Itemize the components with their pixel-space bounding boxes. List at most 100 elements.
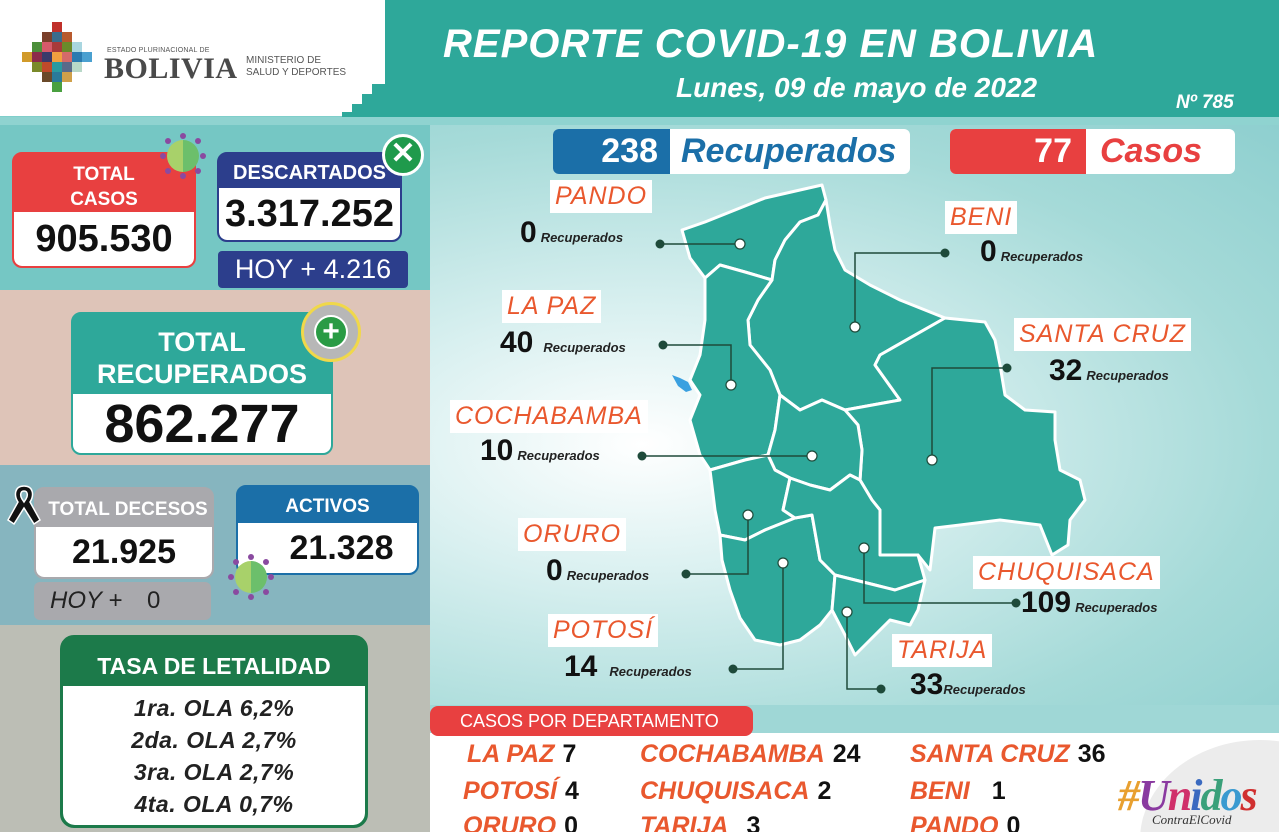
report-date: Lunes, 09 de mayo de 2022 bbox=[676, 72, 1038, 103]
dept-unit: Recuperados bbox=[609, 664, 692, 679]
dept-oruro: ORURO 0 Recuperados bbox=[518, 518, 649, 587]
cases-item-value: 1 bbox=[991, 777, 1006, 805]
campaign-logo: #Unidos bbox=[1118, 771, 1258, 820]
dept-unit: Recuperados bbox=[943, 682, 1026, 697]
map-tarija bbox=[830, 573, 927, 657]
dept-unit: Recuperados bbox=[517, 448, 600, 463]
dept-unit: Recuperados bbox=[543, 340, 626, 355]
dept-potosi: POTOSÍ 14 Recuperados bbox=[548, 614, 692, 683]
dept-unit: Recuperados bbox=[566, 568, 650, 583]
decesos-today: HOY + 0 bbox=[34, 582, 211, 620]
plus-icon: + bbox=[301, 302, 361, 362]
cases-item-value: 7 bbox=[562, 740, 577, 768]
cases-item-name: SANTA CRUZ bbox=[910, 740, 1070, 768]
total-casos-label-line2: CASOS bbox=[70, 189, 138, 210]
dept-unit: Recuperados bbox=[1000, 249, 1084, 264]
virus-icon bbox=[228, 554, 274, 600]
cases-item-value: 4 bbox=[565, 777, 579, 805]
total-decesos-card: TOTAL DECESOS 21.925 bbox=[34, 487, 214, 579]
dept-name: LA PAZ bbox=[502, 290, 602, 323]
cases-item: BENI 1 bbox=[910, 777, 1006, 806]
activos-value: 21.328 bbox=[238, 523, 417, 573]
dept-unit: Recuperados bbox=[1086, 368, 1169, 383]
cases-by-department-title: CASOS POR DEPARTAMENTO bbox=[430, 706, 753, 736]
letalidad-title: TASA DE LETALIDAD bbox=[97, 653, 331, 679]
cases-item: CHUQUISACA 2 bbox=[640, 777, 831, 806]
descartados-label: DESCARTADOS bbox=[233, 162, 386, 184]
daily-cases-box: 77 Casos bbox=[950, 129, 1235, 174]
total-casos-value: 905.530 bbox=[14, 212, 194, 266]
dept-name: ORURO bbox=[518, 518, 627, 551]
cases-item-name: COCHABAMBA bbox=[640, 740, 825, 768]
report-title: REPORTE COVID-19 EN BOLIVIA bbox=[443, 22, 1099, 66]
daily-recovered-value: 238 bbox=[553, 129, 670, 174]
lake-titicaca-icon bbox=[672, 375, 692, 392]
ministry-logo: ESTADO PLURINACIONAL DE BOLIVIA MINISTER… bbox=[0, 0, 385, 120]
campaign-hash: # bbox=[1118, 771, 1140, 820]
header-divider bbox=[0, 117, 1279, 125]
cases-item-name: ORURO bbox=[463, 812, 557, 832]
dept-value: 40 bbox=[500, 326, 534, 359]
dept-value: 33 bbox=[910, 668, 944, 701]
letalidad-row: 2da. OLA 2,7% bbox=[131, 727, 297, 753]
cases-item-name: TARIJA bbox=[640, 812, 729, 832]
descartados-value: 3.317.252 bbox=[219, 188, 400, 240]
ministry-line1: MINISTERIO DE bbox=[246, 55, 322, 66]
cases-item: POTOSÍ 4 bbox=[463, 777, 579, 806]
campaign-subtitle: ContraElCovid bbox=[1152, 812, 1232, 827]
daily-recovered-label: Recuperados bbox=[681, 132, 897, 170]
dept-la-paz: LA PAZ 40 Recuperados bbox=[500, 290, 626, 359]
dept-beni: BENI 0 Recuperados bbox=[945, 201, 1083, 268]
dept-santa-cruz: SANTA CRUZ 32 Recuperados bbox=[1014, 318, 1191, 387]
cases-item-name: CHUQUISACA bbox=[640, 777, 810, 805]
daily-cases-label: Casos bbox=[1100, 132, 1203, 170]
total-casos-label: TOTAL CASOS bbox=[14, 154, 194, 212]
total-recuperados-label-line2: RECUPERADOS bbox=[96, 359, 308, 389]
dept-value: 109 bbox=[1021, 586, 1072, 619]
total-casos-card: TOTAL CASOS 905.530 bbox=[12, 152, 196, 268]
total-decesos-label: TOTAL DECESOS bbox=[48, 499, 208, 520]
ministry-line2: SALUD Y DEPORTES bbox=[246, 67, 347, 78]
dept-value: 14 bbox=[564, 650, 598, 683]
header: ESTADO PLURINACIONAL DE BOLIVIA MINISTER… bbox=[0, 0, 1279, 122]
cases-item-name: PANDO bbox=[910, 812, 999, 832]
total-recuperados-card: TOTAL RECUPERADOS 862.277 bbox=[71, 312, 333, 455]
total-recuperados-value: 862.277 bbox=[73, 394, 331, 453]
cases-item-name: POTOSÍ bbox=[463, 777, 558, 805]
dept-unit: Recuperados bbox=[540, 230, 624, 245]
cases-item-value: 0 bbox=[1006, 812, 1021, 832]
daily-recovered-box: 238 Recuperados bbox=[553, 129, 910, 174]
cases-item: ORURO 0 bbox=[463, 812, 578, 832]
mourning-ribbon-icon bbox=[7, 485, 41, 526]
total-recuperados-label: TOTAL RECUPERADOS bbox=[73, 314, 331, 394]
dept-value: 32 bbox=[1049, 354, 1083, 387]
dept-name: BENI bbox=[945, 201, 1018, 234]
cases-item-value: 2 bbox=[817, 777, 832, 805]
cases-item-name: BENI bbox=[910, 777, 970, 805]
logo-state-line: ESTADO PLURINACIONAL DE bbox=[107, 47, 210, 54]
dept-name: SANTA CRUZ bbox=[1014, 318, 1191, 351]
discard-x-icon: ✕ bbox=[382, 134, 424, 176]
decesos-today-value: 0 bbox=[146, 587, 161, 614]
descartados-card: DESCARTADOS 3.317.252 bbox=[217, 152, 402, 242]
logo-steps-decoration bbox=[342, 84, 385, 120]
cases-item: LA PAZ 7 bbox=[467, 740, 576, 769]
descartados-today: HOY + 4.216 bbox=[218, 251, 408, 288]
logo-ministry: MINISTERIO DE SALUD Y DEPORTES bbox=[246, 55, 346, 79]
virus-icon bbox=[160, 133, 206, 179]
dept-name: CHUQUISACA bbox=[973, 556, 1160, 589]
total-decesos-value: 21.925 bbox=[36, 527, 212, 577]
bolivia-emblem-icon bbox=[18, 22, 96, 102]
daily-cases-value: 77 bbox=[950, 129, 1086, 174]
cases-item-value: 36 bbox=[1077, 740, 1106, 768]
dept-unit: Recuperados bbox=[1075, 600, 1158, 615]
dept-pando: PANDO 0 Recuperados bbox=[520, 180, 653, 249]
cases-item: PANDO 0 bbox=[910, 812, 1020, 832]
cases-item-name: LA PAZ bbox=[467, 740, 555, 768]
activos-label: ACTIVOS bbox=[285, 496, 370, 517]
letalidad-row: 1ra. OLA 6,2% bbox=[133, 695, 295, 721]
cases-item: COCHABAMBA 24 bbox=[640, 740, 861, 769]
dept-tarija: TARIJA 33Recuperados bbox=[892, 634, 1026, 701]
dept-value: 0 bbox=[980, 235, 997, 268]
cases-item-value: 0 bbox=[564, 812, 578, 832]
